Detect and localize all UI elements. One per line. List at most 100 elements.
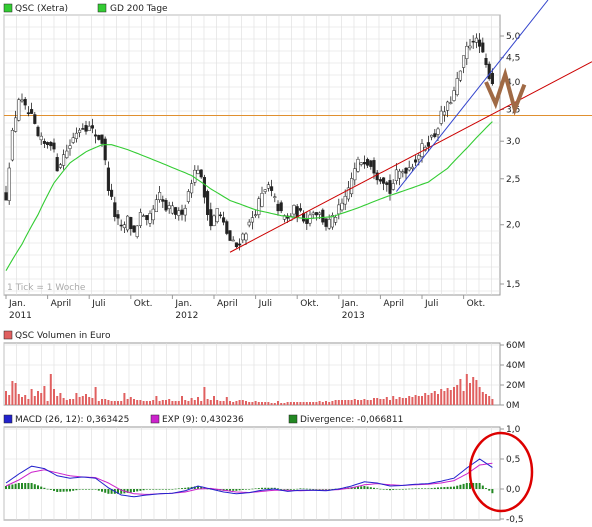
candle-body [199, 169, 203, 178]
volume-bar [46, 401, 49, 405]
price-x-tick-year: 2012 [175, 311, 198, 321]
candle-body [420, 143, 424, 157]
candle-body [58, 164, 62, 168]
volume-bar [21, 397, 23, 405]
candle-body [46, 142, 50, 146]
volume-bar [33, 396, 36, 405]
candle-body [487, 63, 491, 80]
candle-body [391, 183, 395, 190]
candle-body [401, 171, 405, 174]
volume-bar [334, 400, 337, 405]
volume-bar [126, 399, 129, 405]
candle-body [455, 78, 459, 95]
volume-bar [101, 399, 103, 405]
volume-bar [133, 399, 135, 405]
volume-bar [30, 389, 33, 405]
volume-bar [389, 400, 391, 405]
divergence-bar [449, 486, 452, 489]
volume-bar [289, 402, 292, 405]
divergence-bar [376, 488, 379, 489]
divergence-bar [421, 488, 423, 489]
candle-body [350, 178, 354, 195]
candle-body [462, 55, 466, 68]
price-x-tick-label: Juli [91, 299, 105, 309]
divergence-bar [152, 489, 155, 490]
volume-bar [421, 396, 423, 405]
volume-bar [325, 401, 327, 405]
volume-bar [222, 401, 225, 405]
price-y-axis: 5,04,54,03,53,02,52,01,5 [500, 32, 521, 290]
candle-body [449, 102, 453, 104]
divergence-bar [491, 489, 494, 494]
divergence-bar [139, 489, 142, 491]
volume-bar [331, 401, 334, 405]
volume-bar [113, 401, 116, 405]
divergence-bar [437, 487, 439, 489]
volume-bar [427, 395, 430, 405]
divergence-bar [440, 487, 443, 489]
price-x-tick-label: Jan. [8, 299, 26, 309]
candle-body [202, 177, 206, 198]
candle-body [478, 39, 482, 47]
volume-bar [408, 396, 411, 405]
candle-body [257, 198, 261, 215]
divergence-bar [53, 489, 55, 491]
divergence-bar [427, 488, 430, 489]
candle-body [145, 215, 149, 220]
candle-body [78, 129, 82, 133]
candle-body [7, 167, 11, 201]
candle-body [132, 225, 136, 233]
candle-body [375, 172, 379, 181]
candle-body [292, 204, 296, 215]
price-y-tick-label: 4,0 [506, 78, 521, 88]
divergence-bar [462, 483, 465, 489]
volume-bar [264, 402, 267, 405]
divergence-bar [235, 489, 238, 491]
volume-bar [27, 399, 30, 405]
divergence-bar [459, 484, 462, 489]
candle-body [407, 167, 411, 171]
price-x-tick-label: Okt. [134, 299, 153, 309]
candle-body [74, 132, 78, 139]
volume-bar [203, 387, 206, 405]
volume-bar [65, 400, 68, 405]
divergence-bar [40, 486, 43, 489]
price-x-tick-label: Okt. [467, 299, 486, 309]
volume-bar [97, 401, 100, 405]
candle-body [270, 186, 274, 191]
candle-body [36, 126, 40, 137]
divergence-bar [293, 489, 295, 490]
candle-body [468, 45, 472, 49]
divergence-bar [475, 483, 478, 489]
volume-bar [280, 403, 283, 405]
divergence-legend-swatch [288, 414, 298, 424]
divergence-bar [411, 488, 414, 490]
volume-bar [395, 399, 398, 405]
divergence-bar [389, 489, 391, 491]
volume-bar [350, 400, 353, 405]
candle-body [295, 206, 299, 218]
candle-body [100, 134, 104, 144]
price-y-tick-label: 2,5 [506, 175, 520, 185]
volume-bar [136, 400, 139, 405]
candle-body [138, 212, 142, 226]
volume-bar [184, 400, 187, 405]
volume-bar [107, 400, 110, 405]
volume-bar [229, 401, 231, 405]
candle-body [378, 179, 382, 182]
macd-panel: MACD (26, 12): 0,363425 EXP (9): 0,43023… [3, 414, 524, 525]
divergence-bar [302, 488, 305, 490]
volume-bar [8, 395, 11, 405]
divergence-bar [401, 489, 404, 490]
candle-body [23, 98, 27, 106]
divergence-bar [81, 489, 84, 490]
divergence-bar [91, 489, 94, 490]
macd-y-tick-label: -0,5 [506, 515, 524, 525]
volume-bar [417, 396, 420, 405]
volume-bar [245, 401, 247, 405]
divergence-bar [366, 486, 369, 489]
volume-bar [142, 401, 145, 405]
volume-bar [373, 398, 375, 405]
candle-body [20, 99, 24, 102]
divergence-bar [296, 488, 299, 490]
